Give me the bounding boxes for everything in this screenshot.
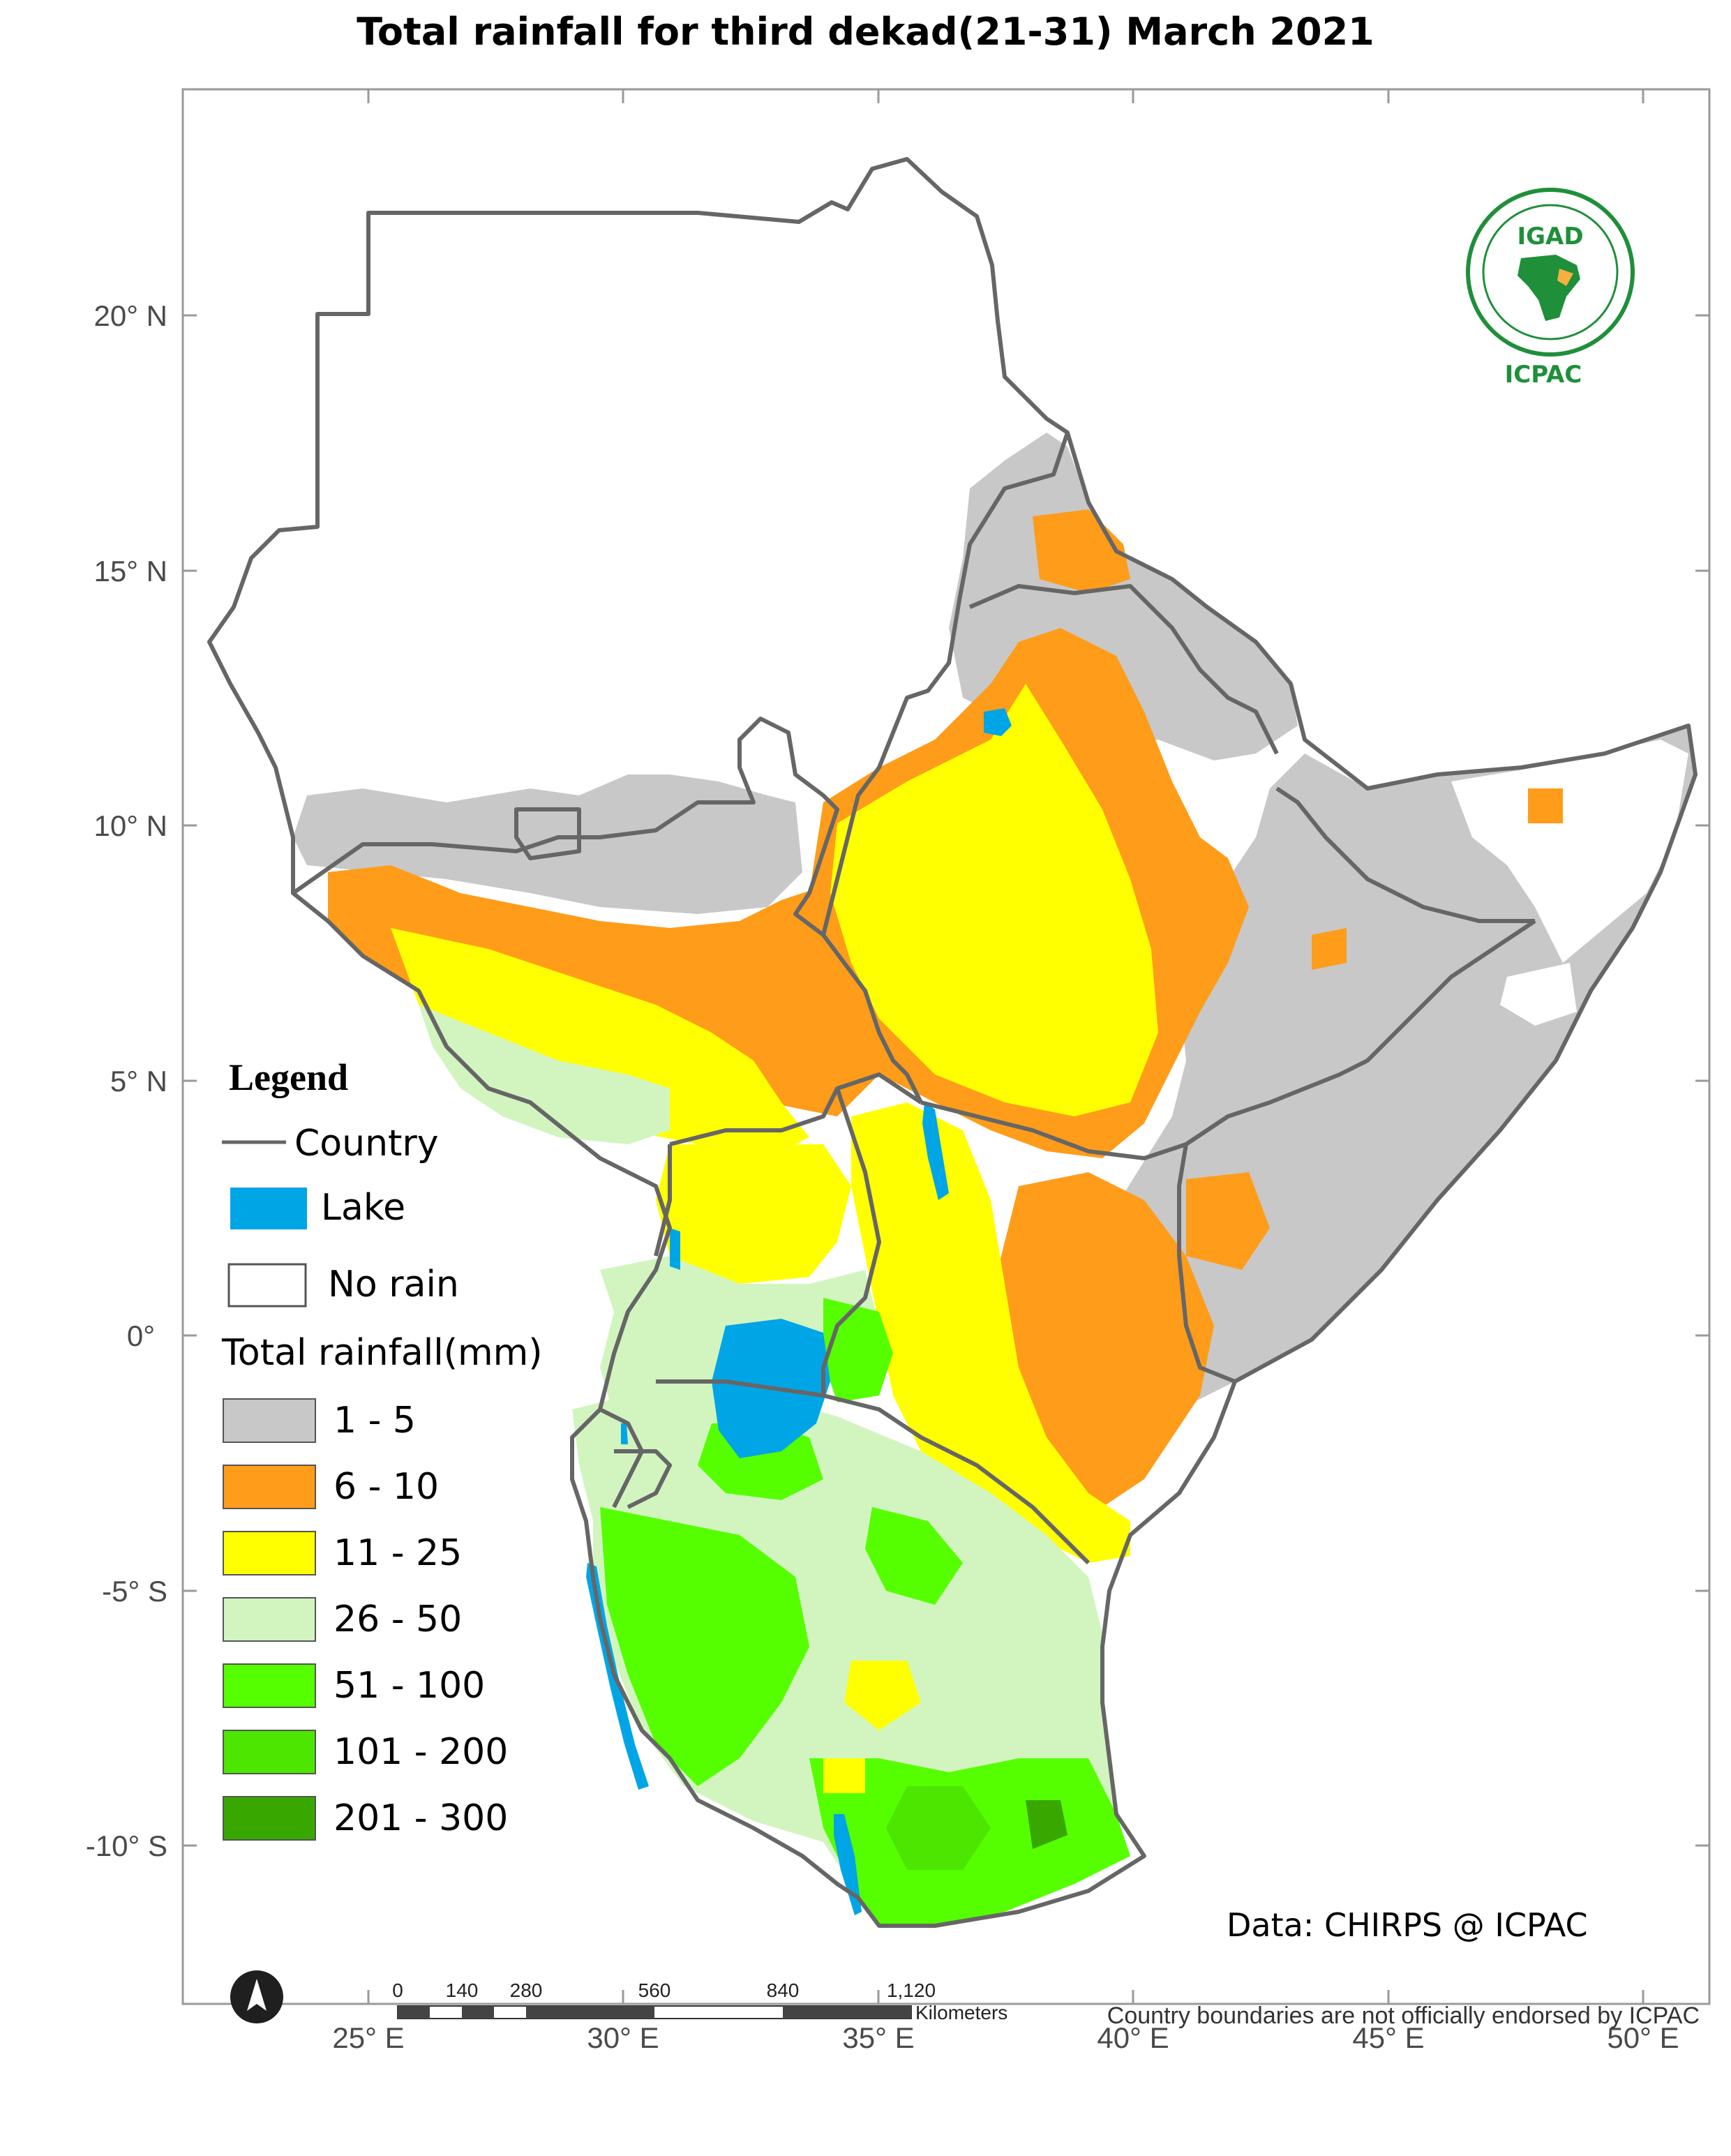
legend-class-label: 26 - 50 xyxy=(334,1599,462,1640)
legend-class-swatch xyxy=(223,1663,316,1708)
x-tick-label: 30° E xyxy=(587,2021,659,2054)
region-north-sudan xyxy=(209,159,1067,851)
lake-malawi xyxy=(834,1814,862,1915)
y-tick-label: 5° N xyxy=(110,1065,167,1098)
scale-tick: 840 xyxy=(767,1979,800,2001)
lake-kivu xyxy=(621,1423,628,1444)
legend-country-label: Country xyxy=(294,1123,439,1165)
scale-tick: 280 xyxy=(510,1979,543,2001)
scale-tick: 0 xyxy=(392,1979,403,2001)
logo-icpac-text: ICPAC xyxy=(1505,361,1582,389)
graticule-ticks xyxy=(183,89,1709,2004)
x-tick-label: 35° E xyxy=(842,2021,914,2054)
legend-class-label: 51 - 100 xyxy=(334,1665,485,1707)
legend-norain-swatch xyxy=(227,1263,307,1308)
y-tick-label: 0° xyxy=(127,1319,155,1352)
y-tick-label: 15° N xyxy=(93,555,167,587)
legend-class-swatch xyxy=(223,1465,316,1509)
legend-class-label: 201 - 300 xyxy=(334,1797,508,1839)
igad-icpac-logo: IGAD ICPAC xyxy=(1466,188,1635,389)
legend-heading: Legend xyxy=(229,1056,348,1098)
scale-unit: Kilometers xyxy=(915,2002,1007,2023)
map-title: Total rainfall for third dekad(21-31) Ma… xyxy=(357,10,1374,54)
legend-classes: 1 - 5 6 - 10 11 - 25 26 - 50 51 - 100 101 - 2… xyxy=(223,1398,508,1841)
x-tick-label: 45° E xyxy=(1352,2021,1424,2054)
x-tick-label: 40° E xyxy=(1097,2021,1169,2054)
legend-class-label: 101 - 200 xyxy=(334,1731,508,1773)
lake-turkana xyxy=(922,1102,949,1200)
legend-class-swatch xyxy=(223,1730,316,1774)
legend-class-label: 1 - 5 xyxy=(334,1400,416,1442)
legend-class-swatch xyxy=(223,1398,316,1443)
y-tick-label: 10° N xyxy=(93,809,167,842)
legend-norain-label: No rain xyxy=(328,1264,459,1305)
legend-lake-label: Lake xyxy=(321,1187,405,1229)
y-tick-label: -10° S xyxy=(86,1829,167,1862)
lake-albert xyxy=(670,1228,680,1270)
legend-class-label: 11 - 25 xyxy=(334,1532,462,1574)
scale-tick: 140 xyxy=(446,1979,479,2001)
legend-class-swatch xyxy=(223,1796,316,1841)
legend-class-label: 6 - 10 xyxy=(334,1466,439,1508)
boundary-outline xyxy=(207,157,1698,1928)
scale-bar: 0 140 280 560 840 1,120 Kilometers xyxy=(392,1979,1007,2023)
logo-igad-text: IGAD xyxy=(1517,223,1583,250)
boundary-disclaimer: Country boundaries are not officially en… xyxy=(1107,2002,1700,2029)
legend-class-swatch xyxy=(223,1531,316,1575)
country-boundaries xyxy=(207,157,1698,1928)
lake-tana xyxy=(984,708,1012,736)
north-arrow-icon xyxy=(230,1970,283,2023)
scale-tick: 560 xyxy=(638,1979,671,2001)
legend-class-swatch xyxy=(223,1597,316,1642)
y-tick-label: -5° S xyxy=(102,1575,167,1608)
x-tick-label: 50° E xyxy=(1607,2021,1679,2054)
legend-rain-heading: Total rainfall(mm) xyxy=(221,1332,543,1374)
data-credit: Data: CHIRPS @ ICPAC xyxy=(1227,1906,1588,1944)
legend: Legend Country Lake No rain Total rainfa… xyxy=(221,1056,543,1841)
y-tick-label: 20° N xyxy=(93,299,167,332)
scale-tick: 1,120 xyxy=(887,1979,936,2001)
legend-lake-swatch xyxy=(230,1188,307,1229)
x-tick-label: 25° E xyxy=(332,2021,404,2054)
